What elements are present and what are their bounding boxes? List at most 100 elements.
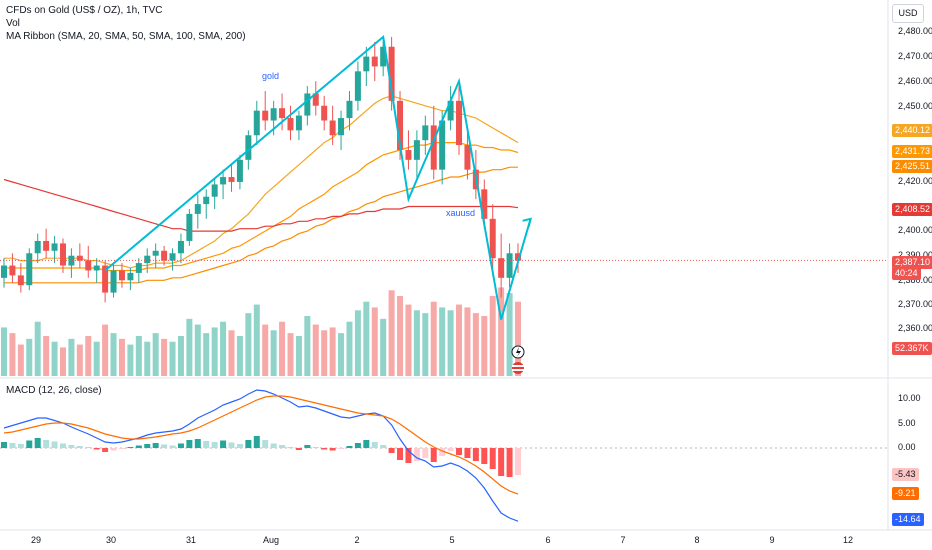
ma20-line: [4, 95, 519, 269]
volume-bar: [236, 336, 243, 376]
volume-bar: [1, 327, 7, 376]
macd-histogram-bar: [85, 447, 92, 448]
macd-histogram-bar: [110, 448, 117, 451]
volume-bar: [380, 318, 387, 376]
macd-histogram-bar: [439, 448, 446, 456]
candle-body: [321, 105, 328, 121]
macd-histogram-bar: [413, 448, 420, 461]
macd-histogram-bar: [447, 448, 454, 451]
volume-bar: [430, 301, 437, 376]
time-tick: 5: [449, 535, 455, 545]
candle-body: [456, 100, 463, 146]
volume-bar: [321, 330, 328, 376]
volume-bar: [102, 324, 109, 376]
volume-bar: [51, 341, 58, 376]
volume-bar: [9, 333, 16, 376]
macd-histogram-bar: [43, 440, 50, 448]
macd-histogram-bar: [354, 443, 361, 448]
candle-body: [262, 110, 269, 121]
macd-histogram-bar: [135, 445, 142, 448]
candle-body: [430, 125, 437, 170]
candle-body: [312, 93, 319, 106]
symbol-title[interactable]: CFDs on Gold (US$ / OZ), 1h, TVC: [6, 5, 163, 16]
candle-body: [76, 255, 83, 261]
volume-bar: [472, 313, 479, 376]
volume-bar: [161, 338, 168, 376]
macd-histogram-bar: [102, 448, 109, 452]
volume-bar: [464, 307, 471, 376]
macd-histogram-bar: [9, 443, 16, 448]
time-tick: 7: [620, 535, 626, 545]
ma50-badge: 2,431.73: [892, 145, 932, 158]
volume-bar: [194, 324, 201, 376]
macd-histogram-bar: [161, 444, 168, 448]
candle-body: [203, 196, 210, 205]
macd-histogram-bar: [262, 440, 269, 448]
annotation-xauusd[interactable]: xauusd: [446, 208, 476, 218]
candle-body: [161, 250, 168, 261]
macd-tick: 10.00: [898, 393, 921, 403]
macd-legend[interactable]: MACD (12, 26, close): [6, 385, 102, 396]
macd-histogram-bar: [329, 448, 336, 451]
macd-histogram-bar: [177, 443, 184, 448]
candle-body: [194, 204, 201, 214]
volume-bar: [211, 327, 218, 376]
volume-bar: [262, 324, 269, 376]
price-tick: 2,460.00: [898, 76, 932, 86]
volume-bar: [363, 301, 370, 376]
volume-bar: [93, 341, 100, 376]
price-tick: 2,400.00: [898, 225, 932, 235]
candle-body: [34, 240, 41, 254]
volume-bar: [413, 310, 420, 376]
candle-body: [489, 218, 496, 259]
volume-bar: [127, 344, 134, 376]
macd-histogram-bar: [338, 448, 345, 449]
macd-histogram-bar: [211, 442, 218, 448]
volume-bar: [405, 304, 412, 376]
candle-body: [211, 184, 218, 197]
ma20-badge: 2,440.12: [892, 124, 932, 137]
macd-histogram-bar: [118, 448, 125, 449]
volume-bar: [85, 336, 92, 376]
currency-button[interactable]: USD: [892, 4, 924, 23]
volume-bar: [144, 341, 151, 376]
time-tick: 6: [545, 535, 551, 545]
candle-body: [135, 263, 142, 273]
macd-histogram-bar: [152, 443, 159, 448]
candle-body: [102, 265, 109, 293]
macd-histogram-bar: [489, 448, 496, 469]
candle-body: [515, 253, 521, 261]
macd-line: [3, 389, 519, 522]
macd-histogram-bar: [220, 440, 227, 448]
us-flag-icon: [512, 362, 524, 374]
macd-line-badge: -14.64: [892, 513, 924, 526]
ma-ribbon-legend[interactable]: MA Ribbon (SMA, 20, SMA, 50, SMA, 100, S…: [6, 31, 246, 42]
lightning-bolt-icon: [516, 347, 521, 357]
volume-bar: [17, 344, 24, 376]
macd-histogram-bar: [144, 444, 151, 448]
volume-bar: [388, 290, 395, 376]
annotation-gold[interactable]: gold: [262, 71, 280, 81]
volume-bar: [110, 333, 117, 376]
volume-legend[interactable]: Vol: [6, 18, 20, 29]
candle-body: [506, 253, 513, 278]
volume-bar: [397, 296, 404, 376]
volume-bar: [498, 287, 505, 376]
macd-histogram-bar: [93, 448, 100, 450]
macd-histogram-bar: [321, 448, 328, 450]
volume-bar: [177, 336, 184, 376]
price-tick: 2,370.00: [898, 299, 932, 309]
macd-histogram-bar: [68, 445, 75, 448]
volume-bar: [295, 336, 302, 376]
volume-bar: [203, 333, 210, 376]
candle-body: [59, 243, 66, 266]
candle-body: [9, 265, 16, 276]
candle-body: [329, 120, 336, 136]
candle-body: [118, 270, 125, 281]
price-tick: 2,380.00: [898, 275, 932, 285]
macd-histogram-bar: [498, 448, 505, 476]
macd-histogram-bar: [481, 448, 488, 464]
volume-bar: [270, 330, 277, 376]
